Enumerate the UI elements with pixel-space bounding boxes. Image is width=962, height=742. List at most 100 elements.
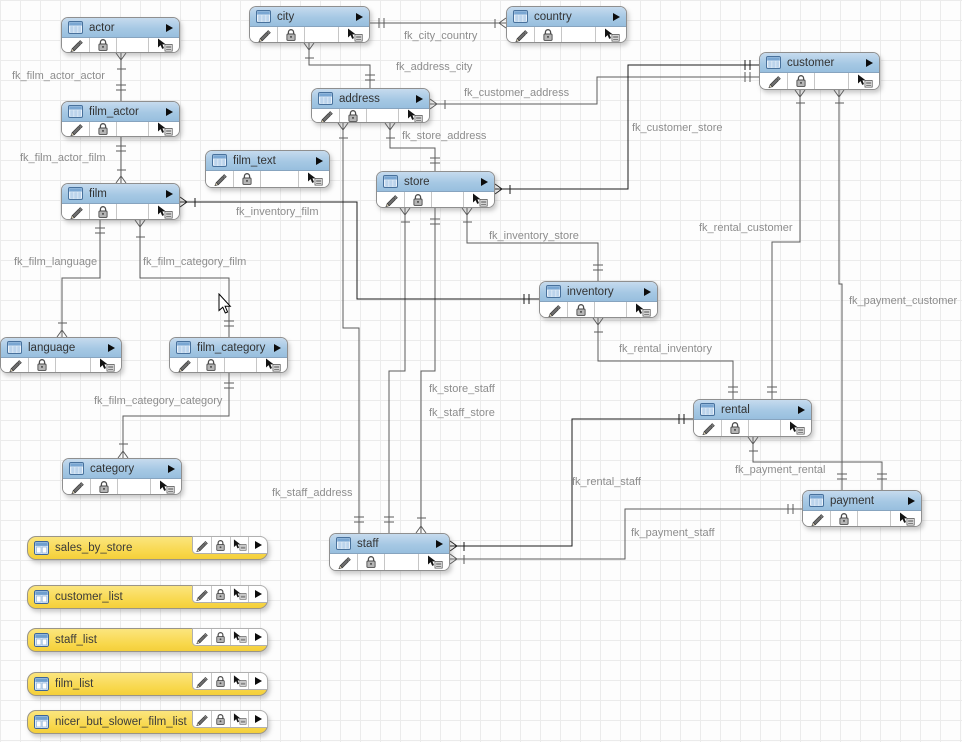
edit-table-button[interactable]: [206, 171, 234, 187]
select-rows-button[interactable]: [231, 586, 250, 602]
select-rows-button[interactable]: [781, 420, 811, 436]
view-customer_list[interactable]: customer_list: [27, 585, 268, 609]
select-rows-button[interactable]: [149, 38, 179, 52]
connector-fk_rental_inventory[interactable]: [597, 318, 734, 399]
table-header[interactable]: rental: [694, 400, 811, 420]
select-rows-button[interactable]: [91, 358, 121, 372]
lock-table-button[interactable]: [358, 554, 385, 570]
table-header[interactable]: country: [507, 7, 626, 27]
table-rental[interactable]: rental: [693, 399, 812, 437]
table-header[interactable]: film: [62, 184, 179, 204]
table-language[interactable]: language: [0, 337, 122, 373]
view-film_list[interactable]: film_list: [27, 672, 268, 696]
expand-arrow-icon[interactable]: [908, 496, 915, 505]
expand-arrow-icon[interactable]: [481, 177, 488, 186]
lock-table-button[interactable]: [535, 27, 562, 42]
lock-table-button[interactable]: [788, 73, 815, 89]
edit-table-button[interactable]: [62, 38, 90, 52]
edit-table-button[interactable]: [312, 109, 340, 122]
table-header[interactable]: city: [250, 7, 369, 27]
edit-view-button[interactable]: [193, 673, 212, 689]
table-film_text[interactable]: film_text: [205, 150, 330, 188]
select-rows-button[interactable]: [149, 122, 179, 136]
select-rows-button[interactable]: [231, 711, 250, 727]
connector-fk_customer_store[interactable]: [495, 64, 759, 190]
lock-table-button[interactable]: [29, 358, 56, 372]
edit-table-button[interactable]: [1, 358, 29, 372]
table-city[interactable]: city: [249, 6, 370, 43]
table-header[interactable]: customer: [760, 53, 879, 73]
lock-table-button[interactable]: [234, 171, 261, 187]
select-rows-button[interactable]: [339, 27, 369, 42]
edit-table-button[interactable]: [507, 27, 535, 42]
table-header[interactable]: film_category: [170, 338, 287, 358]
connector-fk_staff_address[interactable]: [342, 123, 360, 533]
table-header[interactable]: film_text: [206, 151, 329, 171]
table-category[interactable]: category: [62, 458, 182, 495]
expand-arrow-icon[interactable]: [166, 189, 173, 198]
expand-arrow-icon[interactable]: [416, 94, 423, 103]
expand-arrow-icon[interactable]: [644, 287, 651, 296]
expand-arrow-icon[interactable]: [166, 107, 173, 116]
expand-arrow-icon[interactable]: [866, 58, 873, 67]
select-rows-button[interactable]: [849, 73, 879, 89]
connector-fk_inventory_film[interactable]: [180, 201, 539, 300]
lock-table-button[interactable]: [568, 302, 595, 317]
connector-fk_film_language[interactable]: [61, 220, 101, 337]
lock-view-button[interactable]: [212, 629, 231, 645]
expand-arrow-icon[interactable]: [108, 343, 115, 352]
connector-fk_rental_staff[interactable]: [450, 418, 693, 547]
connector-fk_payment_staff[interactable]: [450, 508, 802, 560]
table-store[interactable]: store: [376, 171, 495, 208]
edit-table-button[interactable]: [62, 122, 90, 136]
connector-fk_staff_store[interactable]: [388, 208, 406, 533]
lock-table-button[interactable]: [90, 122, 117, 136]
table-inventory[interactable]: inventory: [539, 281, 658, 318]
select-rows-button[interactable]: [231, 673, 250, 689]
lock-table-button[interactable]: [831, 511, 858, 526]
expand-arrow-icon[interactable]: [316, 156, 323, 165]
select-rows-button[interactable]: [231, 629, 250, 645]
lock-table-button[interactable]: [340, 109, 367, 122]
edit-view-button[interactable]: [193, 586, 212, 602]
expand-view-button[interactable]: [249, 673, 267, 689]
edit-table-button[interactable]: [377, 192, 405, 207]
expand-arrow-icon[interactable]: [168, 464, 175, 473]
table-header[interactable]: address: [312, 89, 429, 109]
edit-table-button[interactable]: [63, 479, 91, 494]
table-country[interactable]: country: [506, 6, 627, 43]
expand-view-button[interactable]: [249, 586, 267, 602]
edit-table-button[interactable]: [803, 511, 831, 526]
edit-view-button[interactable]: [193, 711, 212, 727]
table-payment[interactable]: payment: [802, 490, 922, 527]
expand-view-button[interactable]: [249, 537, 267, 553]
select-rows-button[interactable]: [891, 511, 921, 526]
connector-fk_payment_rental[interactable]: [752, 437, 883, 490]
select-rows-button[interactable]: [299, 171, 329, 187]
view-sales_by_store[interactable]: sales_by_store: [27, 536, 268, 560]
select-rows-button[interactable]: [151, 479, 181, 494]
edit-table-button[interactable]: [250, 27, 278, 42]
view-staff_list[interactable]: staff_list: [27, 628, 268, 652]
select-rows-button[interactable]: [149, 204, 179, 219]
edit-table-button[interactable]: [540, 302, 568, 317]
lock-table-button[interactable]: [278, 27, 305, 42]
edit-table-button[interactable]: [330, 554, 358, 570]
connector-fk_store_staff[interactable]: [420, 208, 436, 533]
view-nicer_but_slower_film_list[interactable]: nicer_but_slower_film_list: [27, 710, 268, 734]
expand-arrow-icon[interactable]: [274, 343, 281, 352]
expand-arrow-icon[interactable]: [798, 405, 805, 414]
table-film[interactable]: film: [61, 183, 180, 220]
edit-table-button[interactable]: [694, 420, 722, 436]
lock-table-button[interactable]: [91, 479, 118, 494]
table-header[interactable]: inventory: [540, 282, 657, 302]
lock-table-button[interactable]: [405, 192, 432, 207]
connector-fk_store_address[interactable]: [389, 123, 436, 171]
lock-view-button[interactable]: [212, 586, 231, 602]
lock-table-button[interactable]: [722, 420, 749, 436]
table-actor[interactable]: actor: [61, 17, 180, 53]
table-header[interactable]: payment: [803, 491, 921, 511]
connector-fk_film_category_category[interactable]: [122, 373, 230, 458]
expand-view-button[interactable]: [249, 711, 267, 727]
table-film_category[interactable]: film_category: [169, 337, 288, 373]
